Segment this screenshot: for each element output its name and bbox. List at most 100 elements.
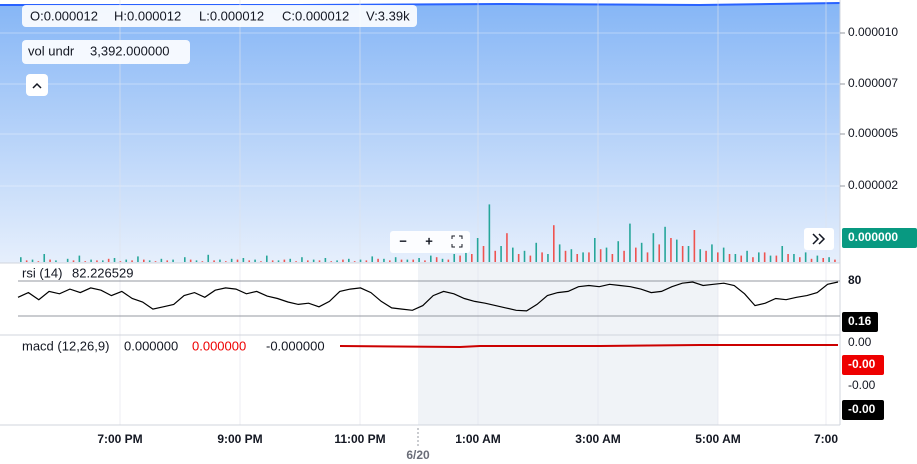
- macd-signal-label: -0.00: [848, 357, 876, 371]
- volume-bar: [383, 258, 385, 262]
- volume-bar: [699, 249, 702, 262]
- rsi-last-label: 0.16: [848, 314, 872, 328]
- zoom-controls: [390, 231, 470, 253]
- volume-bar: [640, 242, 643, 262]
- volume-bar: [763, 252, 766, 262]
- volume-bar: [295, 261, 297, 262]
- volume-bar: [605, 247, 608, 262]
- volume-bar: [166, 260, 169, 262]
- volume-bar: [482, 246, 485, 262]
- volume-bar: [728, 254, 731, 262]
- volume-bar: [154, 261, 157, 262]
- scroll-icon: [812, 233, 826, 245]
- volume-bar: [447, 259, 450, 262]
- volume-bar: [594, 238, 596, 262]
- volume-bar: [471, 254, 473, 262]
- volume-bar: [260, 261, 262, 262]
- volume-bar: [646, 252, 649, 262]
- volume-bar: [248, 260, 251, 262]
- price-tick-label: 0.000010: [848, 25, 898, 39]
- ohlc-close: C:0.000012: [282, 8, 349, 23]
- volume-bar: [576, 254, 579, 262]
- volume-bar: [781, 246, 784, 262]
- volume-bar: [476, 238, 479, 262]
- zoom-out-button[interactable]: −: [399, 233, 407, 248]
- volume-bar: [523, 250, 526, 262]
- volume-bar: [271, 260, 274, 262]
- volume-bar: [78, 255, 81, 262]
- time-tick-label: 5:00 AM: [695, 432, 741, 446]
- time-tick-label: 7:00 PM: [97, 432, 142, 446]
- volume-bar: [670, 238, 672, 262]
- volume-bar: [582, 252, 584, 262]
- rsi-last-tag: [842, 312, 878, 332]
- volume-bar: [687, 246, 690, 262]
- volume-bar: [564, 250, 567, 262]
- volume-legend-name: vol undr: [28, 43, 75, 58]
- volume-bar: [652, 233, 655, 262]
- volume-bar: [55, 260, 57, 262]
- volume-bar: [353, 261, 356, 262]
- volume-bar: [31, 259, 34, 262]
- volume-bar: [289, 258, 292, 262]
- time-tick-label: 7:00: [814, 432, 838, 446]
- price-line: [0, 2, 841, 7]
- volume-bar: [418, 258, 420, 262]
- volume-bar: [693, 230, 696, 262]
- ohlc-volume: V:3.39k: [366, 8, 410, 23]
- volume-bar: [312, 259, 315, 262]
- rsi-legend-name: rsi (14): [22, 265, 62, 280]
- volume-bar: [435, 257, 438, 262]
- time-tick-label: 11:00 PM: [334, 432, 385, 446]
- volume-bar: [394, 257, 397, 262]
- volume-bar: [301, 257, 303, 262]
- volume-bar: [740, 255, 743, 262]
- volume-bar: [172, 259, 174, 262]
- volume-bar: [49, 259, 51, 262]
- volume-bar: [517, 254, 520, 262]
- volume-bar: [541, 252, 543, 262]
- volume-bar: [758, 252, 760, 262]
- volume-bar: [242, 258, 245, 262]
- volume-bar: [488, 204, 491, 262]
- volume-legend-box: [22, 40, 190, 64]
- volume-bar: [207, 254, 210, 262]
- volume-bar: [787, 254, 789, 262]
- time-tick-label: 1:00 AM: [455, 432, 501, 446]
- volume-bar: [72, 260, 75, 262]
- volume-bar: [236, 259, 239, 262]
- volume-bar: [96, 260, 98, 262]
- volume-bar: [225, 261, 227, 262]
- volume-bar: [148, 260, 151, 262]
- macd-legend-signal: 0.000000: [192, 338, 246, 353]
- volume-bar: [804, 252, 807, 262]
- volume-bar: [406, 259, 409, 262]
- price-tick-label: 0.000002: [848, 178, 898, 192]
- volume-bar: [599, 249, 602, 262]
- volume-bar: [283, 259, 286, 262]
- rsi-line: [17, 281, 839, 312]
- rsi-tick-label: 80: [848, 273, 862, 287]
- volume-bar: [412, 259, 415, 262]
- reset-button[interactable]: [451, 235, 463, 248]
- zoom-in-button[interactable]: +: [425, 233, 433, 248]
- volume-bar: [547, 254, 549, 262]
- volume-bar: [430, 255, 432, 262]
- grid: [119, 0, 827, 425]
- macd-last-tag: [842, 400, 884, 420]
- volume-bar: [324, 258, 327, 262]
- volume-bar: [623, 250, 625, 262]
- volume-bar: [424, 260, 426, 262]
- volume-bar: [553, 225, 555, 262]
- ohlc-open: O:0.000012: [30, 8, 98, 23]
- volume-bar: [195, 260, 198, 262]
- volume-bar: [143, 259, 145, 262]
- volume-bar: [37, 261, 40, 262]
- volume-bar: [465, 252, 467, 262]
- volume-bar: [389, 260, 391, 262]
- macd-legend-name: macd (12,26,9): [22, 338, 109, 353]
- volume-bars: [20, 204, 836, 262]
- volume-bar: [359, 259, 362, 262]
- price-axis: 0.000010 0.000007 0.000005 0.000002: [840, 25, 898, 192]
